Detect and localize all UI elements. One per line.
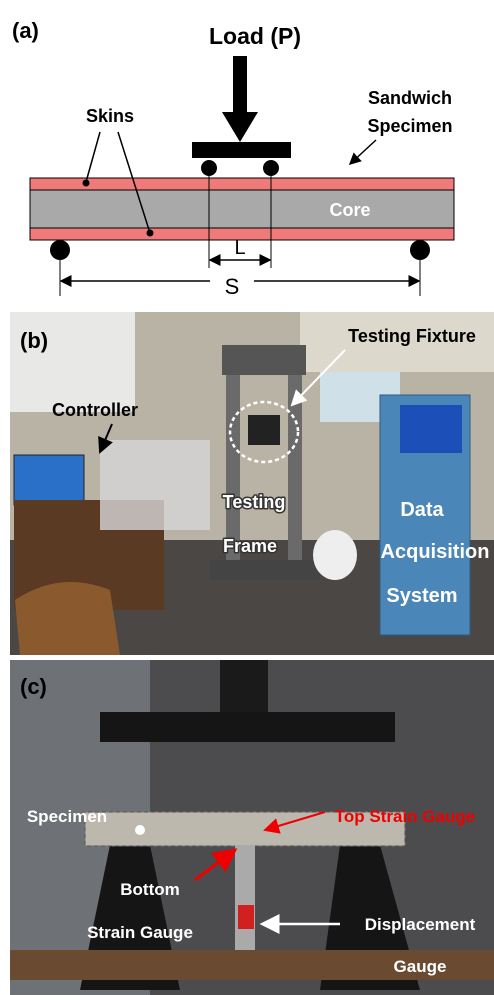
daq-label: Acquisition	[381, 541, 490, 563]
controller-label: Controller	[52, 400, 138, 420]
frame-column	[226, 350, 240, 570]
specimen-label: Sandwich	[368, 88, 452, 108]
panel-label: (b)	[20, 328, 48, 353]
bottom-gauge-label: Bottom	[120, 880, 179, 899]
monitor	[13, 454, 85, 506]
screen	[400, 405, 462, 453]
load-arrow-head	[222, 112, 258, 142]
panel-b: (b) Testing Fixture Controller Testing F…	[10, 312, 494, 655]
load-cell	[220, 660, 268, 715]
displacement-label: Displacement	[365, 915, 476, 934]
panel-a: (a) Load (P) Core Skins Sandwich Specime…	[12, 18, 455, 299]
pointer	[290, 349, 346, 407]
daq-label: System	[386, 585, 457, 607]
frame-label: Frame	[223, 536, 277, 556]
frame-crosshead	[222, 345, 306, 375]
support	[50, 240, 70, 260]
core	[29, 189, 455, 229]
plastic-cover	[100, 440, 210, 530]
loading-bar	[100, 712, 395, 742]
core-label: Core	[329, 200, 370, 220]
bottom-gauge-label: Strain Gauge	[87, 923, 193, 942]
panel-label: (c)	[20, 674, 47, 699]
chair	[15, 582, 120, 655]
base-rail	[10, 950, 494, 980]
support	[410, 240, 430, 260]
span-l-label: L	[234, 237, 245, 259]
bucket	[313, 530, 357, 580]
pointer	[263, 811, 326, 834]
pointer-dot	[146, 229, 154, 237]
window-blind	[10, 312, 135, 412]
bottom-skin	[29, 227, 455, 241]
specimen-label: Specimen	[367, 116, 452, 136]
displacement-label: Gauge	[394, 957, 447, 976]
specimen-label: Specimen	[27, 807, 107, 826]
top-skin	[29, 177, 455, 191]
pointer	[85, 131, 101, 183]
loading-bar	[192, 142, 291, 158]
span-s-label: S	[225, 274, 240, 299]
skins-label: Skins	[86, 106, 134, 126]
pointer	[117, 131, 151, 234]
lvdt-clamp	[238, 905, 254, 929]
frame-base	[210, 560, 320, 580]
frame-label: Testing	[223, 492, 286, 512]
frame-column	[288, 350, 302, 570]
daq-label: Data	[400, 499, 444, 521]
load-label: Load (P)	[209, 23, 301, 49]
pointer	[348, 139, 377, 166]
specimen-dot	[135, 825, 145, 835]
top-gauge-label: Top Strain Gauge	[335, 807, 475, 826]
panel-label: (a)	[12, 18, 39, 43]
load-arrow	[233, 56, 247, 114]
panel-c: (c) Specimen Top Strain Gauge Bottom Str…	[10, 660, 494, 995]
lvdt	[235, 845, 255, 955]
pointer	[98, 423, 113, 454]
pointer	[194, 848, 238, 882]
fixture-label: Testing Fixture	[348, 326, 476, 346]
fixture	[248, 415, 280, 445]
fixture-highlight	[228, 400, 300, 464]
pointer-dot	[82, 179, 90, 187]
